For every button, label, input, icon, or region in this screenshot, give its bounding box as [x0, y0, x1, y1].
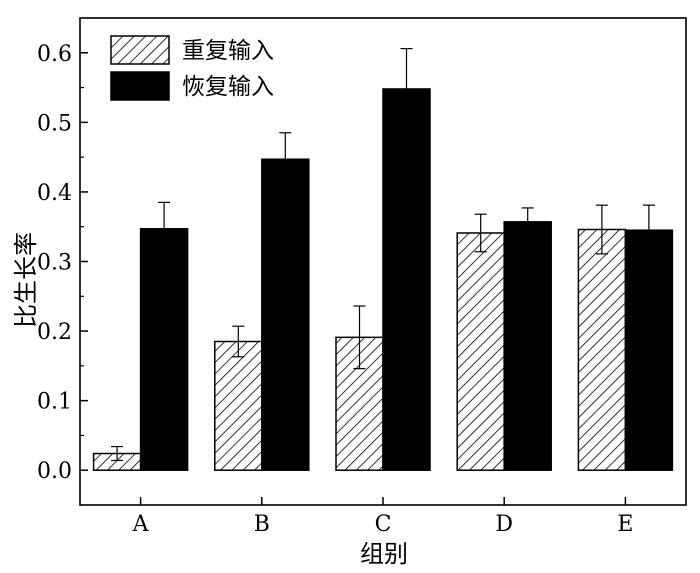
y-tick-label: 0.6	[37, 42, 72, 67]
y-tick-label: 0.4	[37, 181, 72, 206]
x-tick-label: C	[375, 512, 392, 537]
x-tick-label: A	[132, 512, 150, 537]
y-tick-label: 0.0	[37, 459, 72, 484]
bar-solid	[624, 229, 674, 471]
bar-hatched	[577, 228, 627, 471]
legend-label-solid: 恢复输入	[182, 74, 274, 100]
legend-label-hatched: 重复输入	[182, 38, 274, 64]
bar-solid	[139, 228, 189, 471]
bar-solid	[503, 221, 552, 471]
x-tick-label: E	[617, 512, 633, 537]
legend: 重复输入 恢复输入	[110, 35, 274, 101]
bars	[92, 88, 674, 471]
y-tick-label: 0.2	[37, 320, 72, 345]
y-tick-label: 0.1	[37, 390, 72, 415]
bar-solid	[382, 88, 431, 471]
y-tick-label: 0.3	[37, 251, 72, 276]
error-bars	[111, 48, 655, 462]
bar-hatched	[456, 232, 505, 471]
x-tick-label: D	[495, 512, 513, 537]
x-axis-title: 组别	[360, 540, 408, 568]
x-axis: A B C D E	[132, 497, 633, 537]
y-axis-title: 比生长率	[12, 232, 40, 328]
legend-swatch-hatched	[110, 35, 170, 65]
bar-solid	[261, 158, 310, 471]
x-tick-label: B	[254, 512, 270, 537]
y-axis: 0.0 0.1 0.2 0.3 0.4 0.5 0.6	[37, 42, 88, 484]
bar-hatched	[214, 340, 263, 471]
y-tick-label: 0.5	[37, 111, 72, 136]
legend-swatch-solid	[110, 71, 170, 101]
